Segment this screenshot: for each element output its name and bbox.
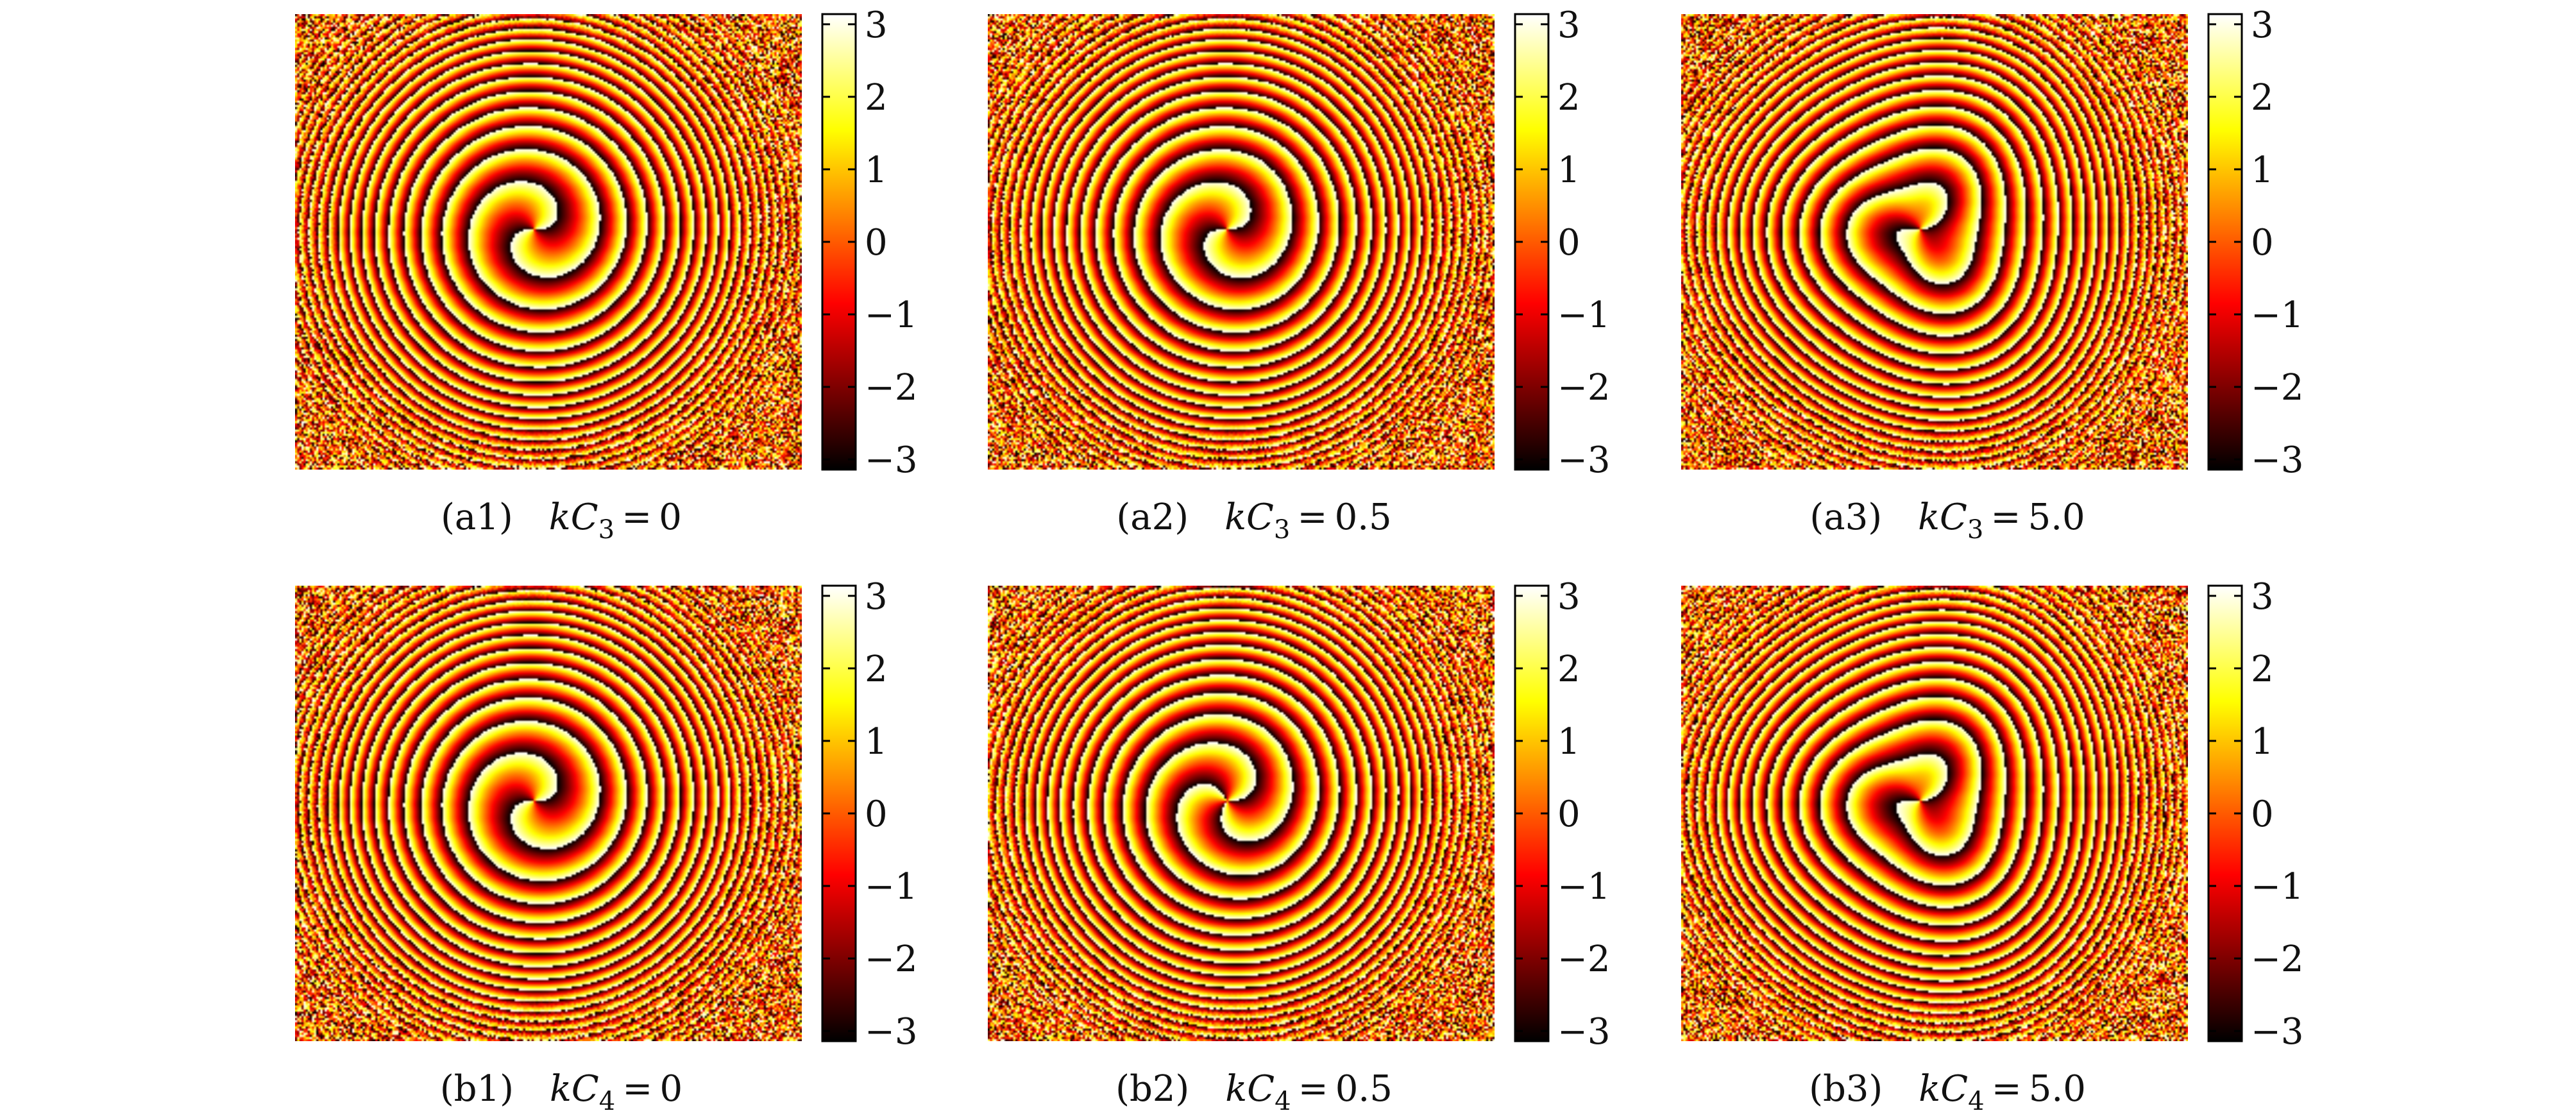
colorbar-tick-label: 3 bbox=[1557, 576, 1580, 618]
caption-label: (b1) bbox=[440, 1068, 550, 1110]
colorbar-tick-label: −1 bbox=[2251, 294, 2304, 336]
colorbar-tick-label: −2 bbox=[2251, 367, 2304, 409]
colorbar-tick-label: −3 bbox=[2251, 439, 2304, 481]
caption-value: = 0.5 bbox=[1290, 497, 1391, 538]
phase-map-b1 bbox=[295, 586, 802, 1041]
phase-map-a2 bbox=[988, 14, 1495, 470]
colorbar-tick-label: 1 bbox=[1557, 721, 1580, 763]
caption-subscript: 4 bbox=[599, 1087, 615, 1113]
colorbar-tick-label: 1 bbox=[2251, 149, 2274, 191]
caption-b3: (b3) kC4 = 5.0 bbox=[1809, 1068, 2086, 1113]
subplot-b1: 3 2 1 0 −1 −2 −3 (b1) kC4 = 0 bbox=[295, 576, 918, 1113]
colorbar-tick-label: −2 bbox=[1557, 367, 1611, 409]
colorbar-tick-label: −1 bbox=[1557, 294, 1611, 336]
colorbar-tick-label: −1 bbox=[1557, 866, 1611, 908]
caption-label: (a3) bbox=[1809, 497, 1918, 538]
colorbar-tick-label: −2 bbox=[2251, 939, 2304, 980]
colorbar-tick-label: −3 bbox=[865, 1011, 918, 1053]
colorbar-tick-label: 0 bbox=[2251, 222, 2274, 264]
subplot-b2: 3 2 1 0 −1 −2 −3 (b2) kC4 = 0.5 bbox=[988, 576, 1611, 1113]
phase-map-a3 bbox=[1681, 14, 2188, 470]
subplot-b3: 3 2 1 0 −1 −2 −3 (b3) kC4 = 5.0 bbox=[1681, 576, 2304, 1113]
caption-lhs: kC bbox=[1225, 1068, 1275, 1110]
caption-subscript: 4 bbox=[1275, 1087, 1291, 1113]
colorbar-tick-label: 3 bbox=[1557, 4, 1580, 46]
colorbar-tick-label: 0 bbox=[1557, 794, 1580, 835]
colorbar-tick-label: 2 bbox=[1557, 649, 1580, 690]
colorbar-tick-label: 3 bbox=[2251, 576, 2274, 618]
colorbar-tick-label: 0 bbox=[865, 222, 888, 264]
phase-map-b2 bbox=[988, 586, 1495, 1041]
caption-value: = 5.0 bbox=[1985, 1068, 2086, 1110]
caption-subscript: 3 bbox=[1274, 515, 1290, 545]
colorbar-tick-label: 0 bbox=[1557, 222, 1580, 264]
caption-value: = 0.5 bbox=[1291, 1068, 1393, 1110]
caption-label: (b3) bbox=[1809, 1068, 1919, 1110]
caption-a3: (a3) kC3 = 5.0 bbox=[1809, 497, 2085, 545]
caption-subscript: 3 bbox=[1967, 515, 1983, 545]
phase-map-b3 bbox=[1681, 586, 2188, 1041]
caption-label: (b2) bbox=[1115, 1068, 1225, 1110]
colorbar-tick-label: 1 bbox=[2251, 721, 2274, 763]
colorbar-tick-label: 3 bbox=[865, 576, 888, 618]
caption-lhs: kC bbox=[550, 1068, 599, 1110]
caption-b2: (b2) kC4 = 0.5 bbox=[1115, 1068, 1393, 1113]
caption-subscript: 4 bbox=[1968, 1087, 1984, 1113]
caption-lhs: kC bbox=[1918, 497, 1967, 538]
colorbar-tick-label: −3 bbox=[1557, 1011, 1611, 1053]
colorbar-tick-label: −1 bbox=[2251, 866, 2304, 908]
colorbar-tick-label: −1 bbox=[865, 294, 918, 336]
colorbar-tick-label: 2 bbox=[2251, 649, 2274, 690]
colorbar-tick-label: 1 bbox=[865, 721, 888, 763]
colorbar-tick-label: −2 bbox=[1557, 939, 1611, 980]
colorbar-tick-label: −2 bbox=[865, 939, 918, 980]
caption-lhs: kC bbox=[1919, 1068, 1968, 1110]
colorbar-tick-label: 2 bbox=[2251, 77, 2274, 119]
colorbar-tick-label: −1 bbox=[865, 866, 918, 908]
caption-lhs: kC bbox=[1224, 497, 1274, 538]
colorbar-tick-label: 1 bbox=[1557, 149, 1580, 191]
colorbar-tick-label: −2 bbox=[865, 367, 918, 409]
caption-value: = 5.0 bbox=[1983, 497, 2085, 538]
caption-label: (a1) bbox=[441, 497, 549, 538]
colorbar-tick-label: 2 bbox=[865, 649, 888, 690]
colorbar-tick-label: 0 bbox=[865, 794, 888, 835]
colorbar-tick-label: 0 bbox=[2251, 794, 2274, 835]
caption-value: = 0 bbox=[614, 497, 682, 538]
colorbar-tick-label: −3 bbox=[865, 439, 918, 481]
caption-b1: (b1) kC4 = 0 bbox=[440, 1068, 682, 1113]
colorbar-tick-label: −3 bbox=[2251, 1011, 2304, 1053]
caption-value: = 0 bbox=[615, 1068, 682, 1110]
phase-map-a1 bbox=[295, 14, 802, 470]
caption-a1: (a1) kC3 = 0 bbox=[441, 497, 682, 545]
caption-subscript: 3 bbox=[598, 515, 614, 545]
colorbar-tick-label: 2 bbox=[1557, 77, 1580, 119]
caption-label: (a2) bbox=[1116, 497, 1224, 538]
colorbar-tick-label: 3 bbox=[2251, 4, 2274, 46]
caption-a2: (a2) kC3 = 0.5 bbox=[1116, 497, 1391, 545]
caption-lhs: kC bbox=[549, 497, 598, 538]
colorbar-tick-label: 2 bbox=[865, 77, 888, 119]
colorbar-tick-label: 1 bbox=[865, 149, 888, 191]
colorbar-tick-label: 3 bbox=[865, 4, 888, 46]
colorbar-tick-label: −3 bbox=[1557, 439, 1611, 481]
